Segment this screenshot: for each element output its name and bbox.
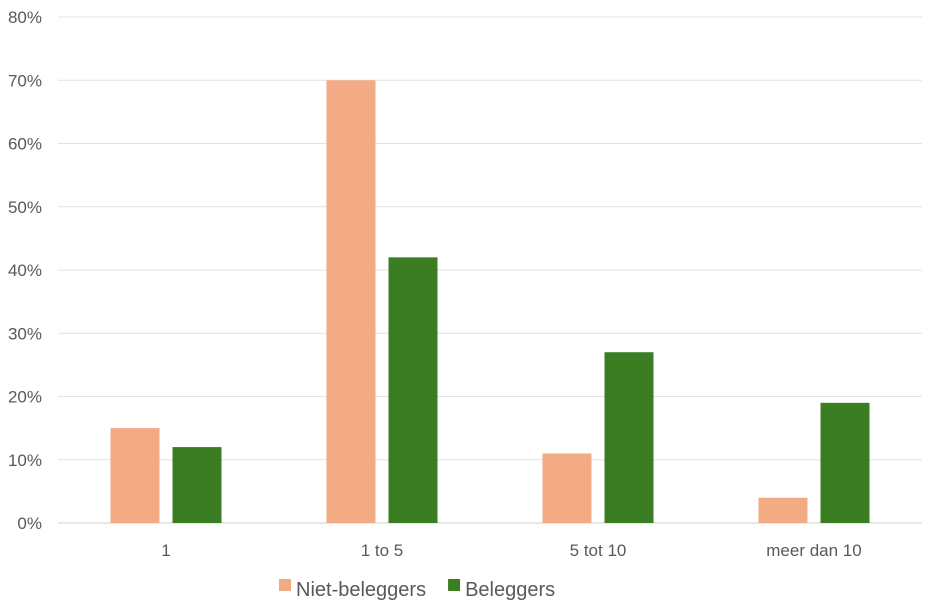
- y-tick-label: 30%: [8, 324, 42, 343]
- bar-beleggers: [820, 402, 870, 523]
- bar-beleggers: [172, 447, 222, 523]
- bar-niet-beleggers: [542, 453, 592, 523]
- y-tick-label: 60%: [8, 135, 42, 154]
- bar-niet-beleggers: [326, 80, 376, 523]
- bar-niet-beleggers: [110, 428, 160, 523]
- legend-label: Niet-beleggers: [296, 579, 426, 601]
- legend-swatch: [448, 579, 461, 591]
- legend-swatch: [279, 579, 291, 591]
- bars: [110, 80, 870, 523]
- y-tick-label: 0%: [17, 514, 42, 533]
- x-tick-label: 1 to 5: [361, 541, 404, 560]
- bar-beleggers: [604, 352, 654, 523]
- y-axis: 0% 10% 20% 30% 40% 50% 60% 70% 80%: [8, 8, 42, 533]
- legend: Niet-beleggers Beleggers: [279, 579, 555, 601]
- legend-label: Beleggers: [465, 579, 555, 601]
- x-axis: 1 1 to 5 5 tot 10 meer dan 10: [161, 541, 861, 560]
- x-tick-label: 5 tot 10: [570, 541, 627, 560]
- x-tick-label: 1: [161, 541, 170, 560]
- y-tick-label: 10%: [8, 451, 42, 470]
- bar-beleggers: [388, 257, 438, 523]
- y-tick-label: 40%: [8, 261, 42, 280]
- y-tick-label: 70%: [8, 71, 42, 90]
- bar-niet-beleggers: [758, 497, 808, 523]
- y-tick-label: 20%: [8, 388, 42, 407]
- y-tick-label: 80%: [8, 8, 42, 27]
- x-tick-label: meer dan 10: [766, 541, 861, 560]
- y-tick-label: 50%: [8, 198, 42, 217]
